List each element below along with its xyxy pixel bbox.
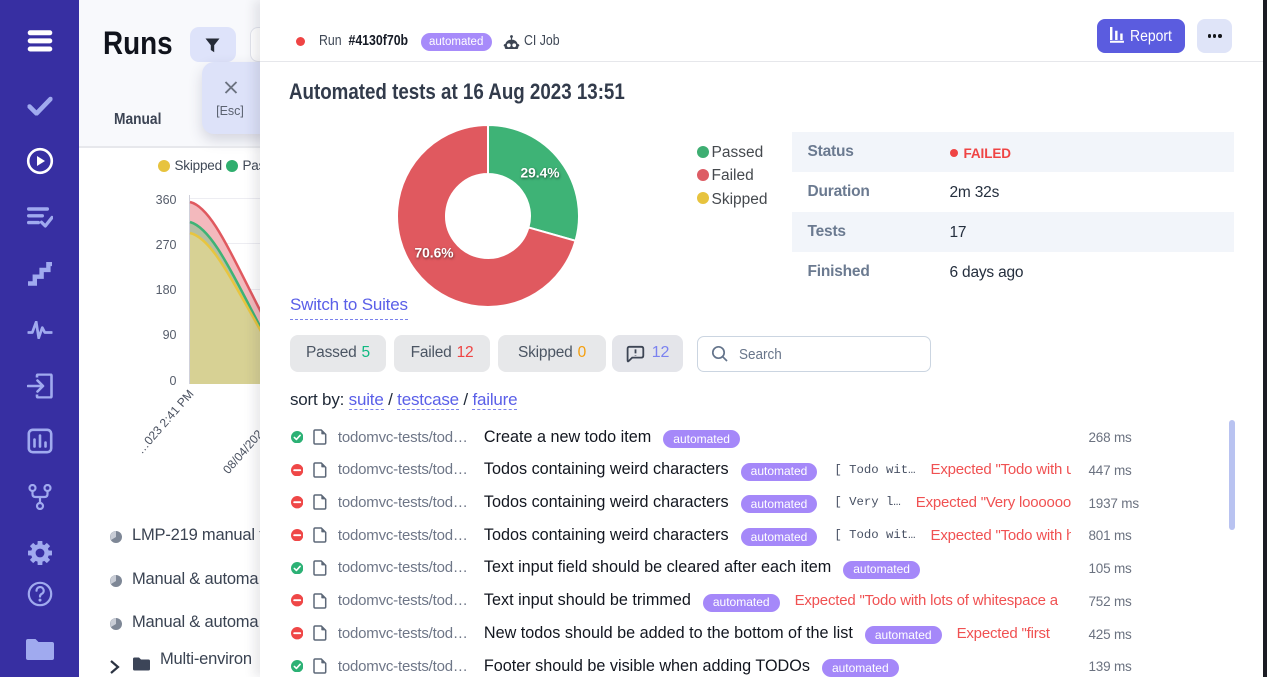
svg-text:29.4%: 29.4% — [520, 165, 559, 180]
svg-text:70.6%: 70.6% — [414, 245, 453, 260]
